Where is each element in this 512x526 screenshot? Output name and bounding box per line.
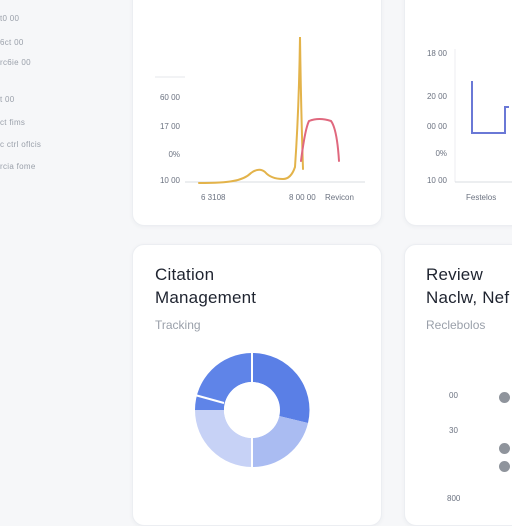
review-trend-card: 18 00 20 00 00 00 0% 10 00 Festelos 105 [404,0,512,226]
card-subtitle: Reclebolos [426,318,486,332]
series-line-b [300,118,340,162]
review-card[interactable]: Review Naclw, Nef Reclebolos 00 30 800 [404,244,512,526]
y-tick-label: 0% [168,150,180,159]
donut-slice [252,352,310,423]
status-dot [499,461,510,472]
sidebar-item[interactable]: 6ct 00 [0,38,24,47]
citation-trend-chart [155,36,365,184]
donut-slice [195,410,252,467]
x-tick-label: Revicon [325,193,354,202]
card-title: Naclw, Nef [426,288,510,307]
citation-trend-card: 60 00 17 00 0% 10 00 6 3108 8 00 00 Revi… [132,0,382,226]
donut-slice [195,353,252,410]
sidebar-item[interactable]: rcia fome [0,162,36,171]
card-title: Review [426,265,483,284]
card-title: Citation [155,265,215,284]
citation-management-card[interactable]: Citation Management Tracking [132,244,382,526]
series-line [471,81,509,134]
x-tick-label: 6 3108 [201,193,226,202]
value-label: 800 [447,494,461,503]
donut-hole [224,382,280,438]
status-dot [499,443,510,454]
donut-slice [252,416,308,468]
review-trend-chart [454,49,512,183]
sidebar-item[interactable]: c ctrl oflcis [0,140,42,149]
donut-divider [194,394,225,404]
sidebar-item[interactable]: rc6ie 00 [0,58,31,67]
card-subtitle: Tracking [155,318,201,332]
x-tick-label: Festelos [466,193,497,202]
y-tick-label: 0% [435,149,447,158]
citation-donut-chart [194,352,310,468]
y-tick-label: 10 00 [159,176,180,185]
y-tick-label: 17 00 [159,122,180,131]
y-tick-label: 20 00 [426,92,447,101]
value-label: 00 [449,391,458,400]
value-label: 30 [449,426,458,435]
series-line-a [198,36,304,184]
sidebar-item[interactable]: t0 00 [0,14,20,23]
y-tick-label: 60 00 [159,93,180,102]
status-dot [499,392,510,403]
y-tick-label: 10 00 [426,176,447,185]
sidebar-item[interactable]: t 00 [0,95,15,104]
card-title: Management [155,288,257,307]
x-tick-label: 8 00 00 [289,193,316,202]
sidebar-item[interactable]: ct fims [0,118,26,127]
y-tick-label: 18 00 [426,49,447,58]
y-tick-label: 00 00 [426,122,447,131]
